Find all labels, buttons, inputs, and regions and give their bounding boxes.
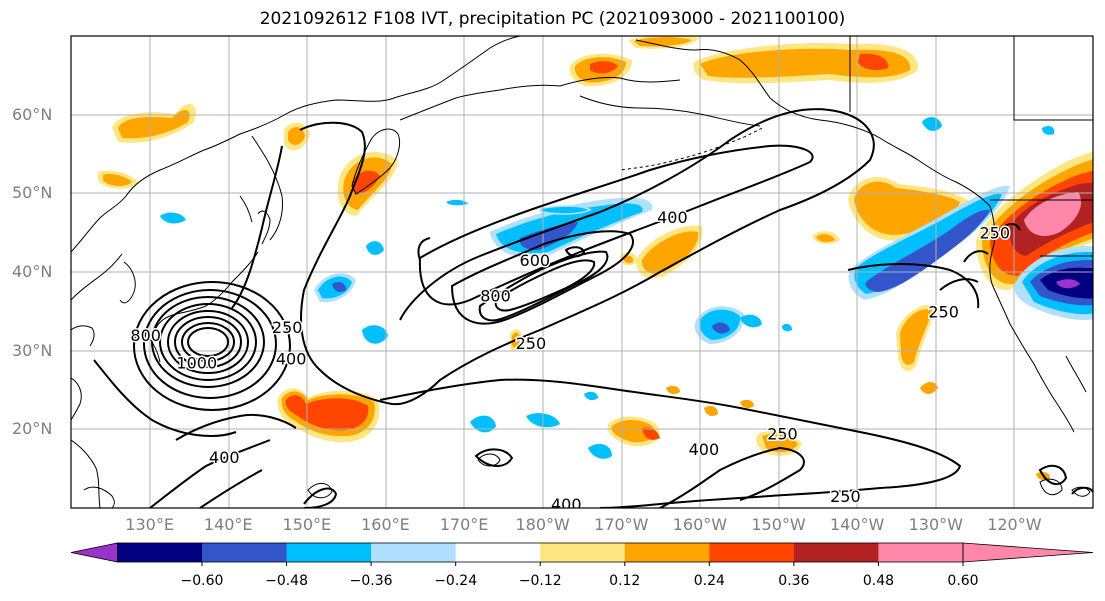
ivt-contour-labels: 250 400 1000 800 400 800 600 400 250 250 400 400 250… <box>129 206 1012 514</box>
ivt-contour-label: 250 <box>516 334 547 353</box>
colorbar-swatch <box>793 543 879 562</box>
ivt-contour-label: 600 <box>520 251 551 270</box>
lat-label: 20°N <box>12 419 53 439</box>
lon-label: 130°E <box>125 515 174 534</box>
lon-label: 150°W <box>751 515 806 534</box>
ivt-contours <box>93 108 1093 508</box>
precip-blob-kamchatka <box>337 152 398 216</box>
colorbar-tick-label: 0.12 <box>609 573 641 589</box>
colorbar-swatch <box>371 543 457 562</box>
colorbar-swatch <box>709 543 795 562</box>
precip-blob-negative-japan-east <box>160 199 468 344</box>
precip-blob-negative-pnw <box>848 185 1010 300</box>
colorbar-swatch <box>117 543 203 562</box>
lat-label: 30°N <box>12 340 53 360</box>
colorbar-swatch <box>202 543 288 562</box>
map-area: 250 400 1000 800 400 800 600 400 250 250 400 400 250… <box>71 36 1093 514</box>
precip-blob-us-northwest <box>976 151 1093 291</box>
precip-blob-west-subtropics <box>277 329 522 443</box>
precip-blob-alaska <box>569 36 919 87</box>
ivt-contour-label: 250 <box>830 487 861 506</box>
ivt-contour-label: 400 <box>657 208 688 227</box>
lon-label: 120°W <box>987 515 1042 534</box>
lon-label: 140°E <box>203 515 253 534</box>
lon-label: 140°W <box>829 515 885 534</box>
ivt-contour-label: 250 <box>928 302 959 321</box>
ivt-contour-label: 800 <box>480 287 511 306</box>
lat-label: 60°N <box>12 104 53 124</box>
ivt-contour-label: 250 <box>979 224 1010 243</box>
colorbar-tick-label: 0.60 <box>947 573 979 589</box>
coastlines <box>71 36 1093 508</box>
lon-label: 160°W <box>672 515 728 534</box>
lon-label: 180°W <box>515 515 570 534</box>
lat-label: 40°N <box>12 262 53 281</box>
colorbar-tick-label: −0.24 <box>434 573 478 589</box>
ivt-contour-label: 400 <box>551 495 582 514</box>
colorbar-swatch <box>624 543 710 562</box>
ivt-contour-label: 400 <box>689 440 720 459</box>
colorbar-swatch <box>540 543 626 562</box>
colorbar-tick-label: 0.36 <box>778 573 810 589</box>
precip-blob-siberia <box>98 103 310 189</box>
lat-label: 50°N <box>12 183 53 203</box>
lon-label: 150°E <box>282 515 332 534</box>
figure-title: 2021092612 F108 IVT, precipitation PC (2… <box>259 9 846 29</box>
ivt-contour-label: 400 <box>276 350 307 369</box>
lon-label: 170°W <box>594 515 649 534</box>
colorbar-tick-label: 0.48 <box>862 573 895 589</box>
colorbar-swatch <box>878 543 964 562</box>
colorbar-tick-label: −0.60 <box>180 573 224 589</box>
colorbar-tick-label: −0.12 <box>518 573 562 589</box>
colorbar-tick-label: −0.36 <box>349 573 393 589</box>
precip-blob-negative-southwest <box>1014 246 1093 321</box>
colorbar-swatch <box>286 543 372 562</box>
lon-label: 160°E <box>361 515 410 534</box>
map-frame <box>70 35 1094 509</box>
ivt-contour-label: 250 <box>272 318 303 337</box>
ivt-contour-label: 250 <box>767 424 798 443</box>
colorbar-swatch <box>455 543 541 562</box>
colorbar-extend-max <box>962 542 1094 563</box>
colorbar <box>70 542 1094 566</box>
ivt-contour-label: 1000 <box>176 353 217 372</box>
precip-blob-160w <box>620 225 703 279</box>
colorbar-tick-label: −0.48 <box>265 573 308 589</box>
lon-label: 170°E <box>439 515 489 534</box>
precip-blob-hawaii <box>694 306 792 344</box>
gridlines <box>71 36 1093 508</box>
ivt-contour-label: 800 <box>130 326 161 345</box>
colorbar-tick-label: 0.24 <box>693 573 725 589</box>
ivt-contour-label: 400 <box>209 448 240 467</box>
lon-label: 130°W <box>908 515 963 534</box>
colorbar-extend-min <box>70 542 118 563</box>
precip-blob-negative-central <box>490 197 653 258</box>
